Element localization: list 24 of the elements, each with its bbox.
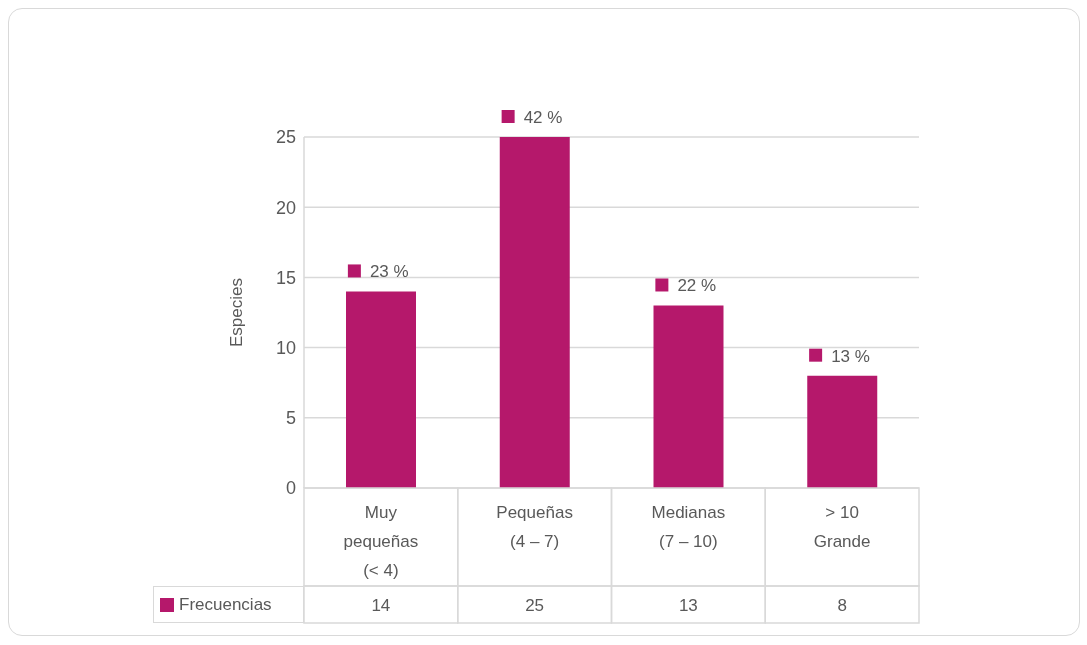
y-tick-label: 5 [285, 408, 296, 429]
annotation: 23 % [369, 262, 409, 282]
data-label: 25 [525, 596, 545, 615]
y-tick-label: 25 [275, 127, 296, 148]
data-label: 8 [837, 596, 847, 615]
data-label: 13 [678, 596, 698, 615]
annotation: 22 % [677, 276, 717, 296]
bar [807, 375, 878, 488]
x-tick-label: Medianas (7 – 10) [651, 503, 726, 551]
y-axis-title: Especies [227, 278, 246, 347]
bar [499, 137, 570, 488]
x-tick-label: > 10 Grande [813, 503, 871, 551]
y-tick-label: 15 [275, 267, 296, 288]
annotation: 42 % [523, 108, 563, 127]
bar [346, 291, 416, 488]
bar [653, 305, 724, 488]
x-tick-label: Muy pequeñas (< 4) [343, 503, 419, 580]
y-tick-label: 20 [275, 197, 296, 218]
data-label: 14 [371, 596, 391, 615]
x-tick-label: Pequeñas (4 – 7) [496, 503, 573, 551]
y-tick-label: 0 [285, 478, 296, 499]
legend-label: Frecuencias [179, 594, 272, 615]
y-tick-label: 10 [275, 337, 296, 358]
annotation: 13 % [831, 346, 870, 366]
